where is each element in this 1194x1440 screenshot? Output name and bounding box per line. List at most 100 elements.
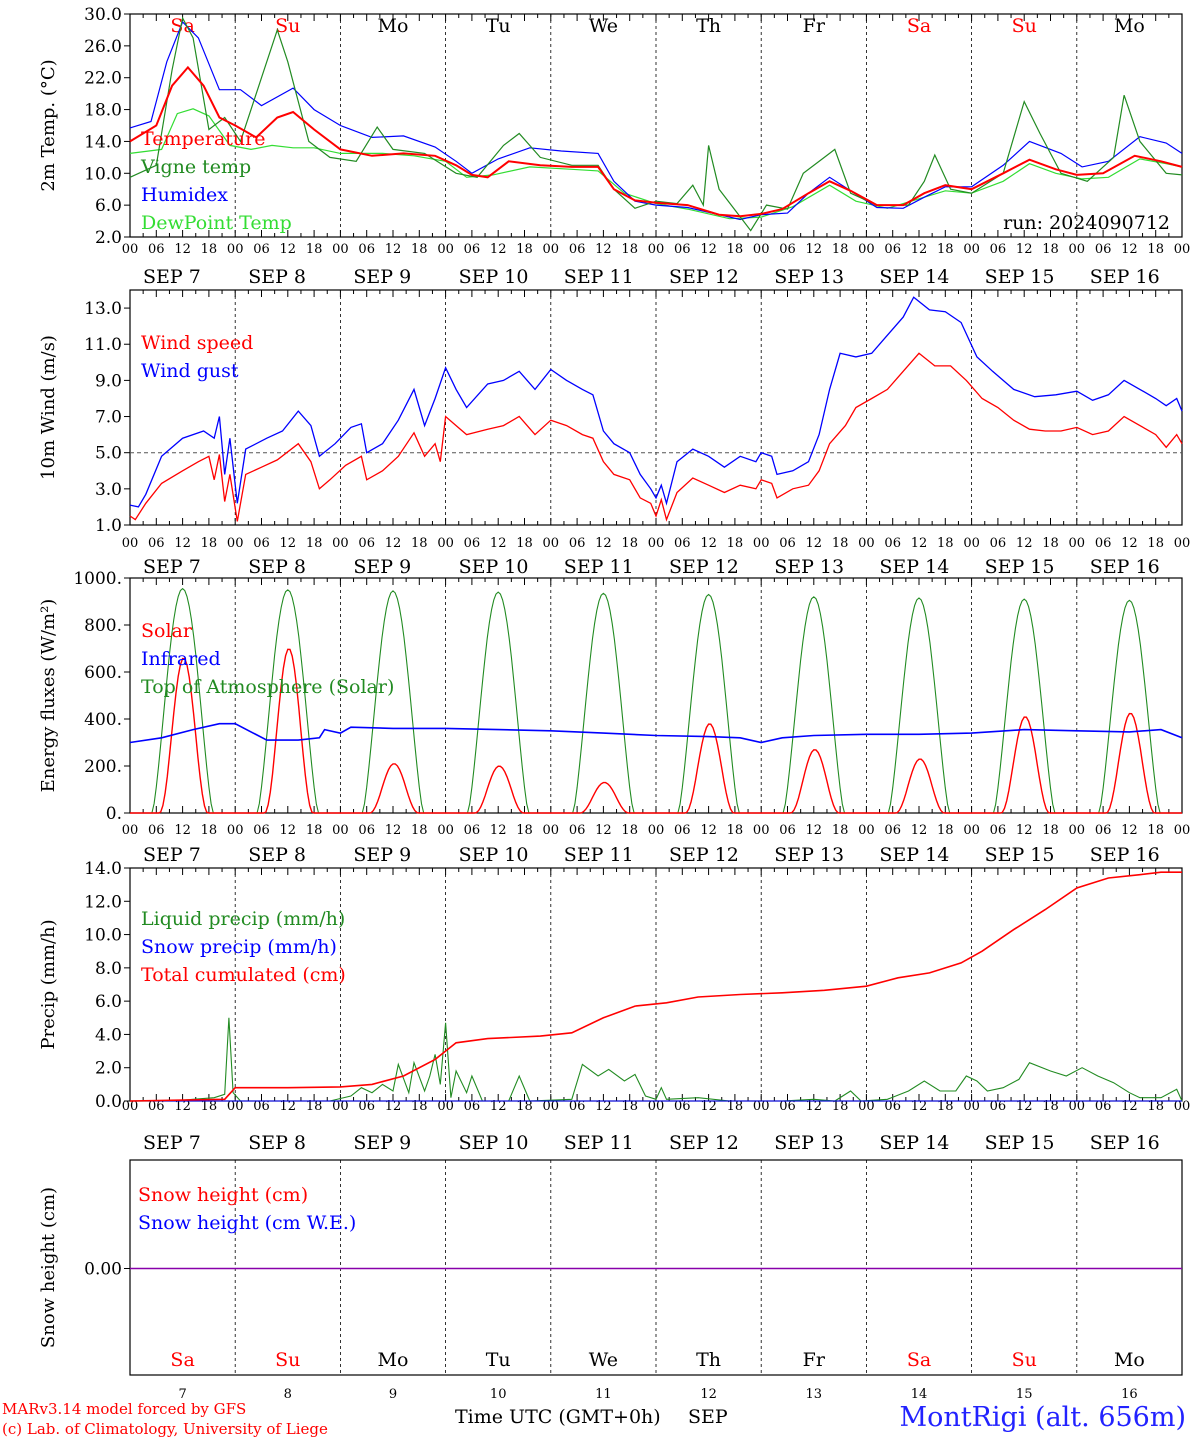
- y-tick-label: 8.0: [95, 959, 122, 979]
- date-label: SEP 16: [1090, 844, 1160, 866]
- hour-tick-label: 00: [753, 823, 770, 838]
- time-axis-title: Time UTC (GMT+0h): [455, 1406, 661, 1428]
- hour-tick-label: 00: [648, 1099, 665, 1114]
- hour-tick-label: 00: [227, 823, 244, 838]
- hour-tick-label: 12: [385, 823, 402, 838]
- hour-tick-label: 06: [569, 823, 586, 838]
- y-tick-label: 2.0: [95, 228, 122, 248]
- legend-entry: Solar: [141, 620, 193, 642]
- hour-tick-label: 18: [1042, 536, 1059, 551]
- hour-tick-label: 06: [779, 242, 796, 257]
- y-tick-label: 0.: [106, 804, 122, 824]
- date-label: SEP 7: [143, 1132, 201, 1154]
- hour-tick-label: 00: [332, 242, 349, 257]
- hour-tick-label: 00: [648, 823, 665, 838]
- hour-tick-label: 00: [227, 1099, 244, 1114]
- hour-tick-label: 06: [253, 823, 270, 838]
- y-tick-label: 14.0: [84, 132, 122, 152]
- hour-tick-label: 06: [1095, 1099, 1112, 1114]
- hour-tick-label: 06: [674, 1099, 691, 1114]
- weekday-label: Su: [275, 15, 300, 37]
- hour-tick-label: 18: [937, 536, 954, 551]
- y-tick-label: 200.: [84, 757, 122, 777]
- hour-tick-label: 12: [911, 242, 928, 257]
- hour-tick-label: 06: [464, 1099, 481, 1114]
- hour-tick-label: 00: [332, 823, 349, 838]
- hour-tick-label: 06: [1095, 536, 1112, 551]
- hour-tick-label: 06: [569, 1099, 586, 1114]
- y-axis-label: 2m Temp. (°C): [38, 59, 59, 191]
- hour-tick-label: 18: [411, 823, 428, 838]
- y-tick-label: 26.0: [84, 37, 122, 57]
- date-label: SEP 7: [143, 556, 201, 578]
- date-label: SEP 11: [564, 844, 634, 866]
- y-tick-label: 30.0: [84, 5, 122, 25]
- date-label: SEP 8: [248, 844, 306, 866]
- date-label: SEP 11: [564, 556, 634, 578]
- y-tick-label: 4.0: [95, 1025, 122, 1045]
- date-label: SEP 11: [564, 266, 634, 288]
- date-label: SEP 14: [879, 266, 949, 288]
- weekday-label: Fr: [803, 15, 826, 37]
- day-number-label: 8: [284, 1387, 292, 1400]
- hour-tick-label: 12: [174, 823, 191, 838]
- hour-tick-label: 12: [700, 242, 717, 257]
- weekday-label: Mo: [1114, 15, 1145, 37]
- hour-tick-label: 00: [858, 823, 875, 838]
- hour-tick-label: 12: [700, 1099, 717, 1114]
- hour-tick-label: 00: [1174, 823, 1191, 838]
- hour-tick-label: 18: [832, 536, 849, 551]
- hour-tick-label: 12: [385, 242, 402, 257]
- hour-tick-label: 00: [963, 242, 980, 257]
- hour-tick-label: 12: [911, 536, 928, 551]
- hour-tick-label: 00: [437, 1099, 454, 1114]
- y-tick-label: 10.0: [84, 926, 122, 946]
- hour-tick-label: 00: [543, 1099, 560, 1114]
- weekday-label: Su: [275, 1349, 300, 1371]
- y-tick-label: 11.0: [84, 335, 122, 355]
- hour-tick-label: 18: [201, 242, 218, 257]
- hour-tick-label: 12: [174, 242, 191, 257]
- hour-tick-label: 06: [253, 536, 270, 551]
- y-tick-label: 9.0: [95, 371, 122, 391]
- hour-tick-label: 12: [595, 1099, 612, 1114]
- hour-tick-label: 06: [1095, 823, 1112, 838]
- lab-credit: (c) Lab. of Climatology, University of L…: [2, 1420, 328, 1438]
- date-label: SEP 14: [879, 1132, 949, 1154]
- weekday-label: Sa: [907, 15, 931, 37]
- hour-tick-label: 06: [464, 536, 481, 551]
- hour-tick-label: 06: [464, 823, 481, 838]
- hour-tick-label: 06: [1095, 242, 1112, 257]
- hour-tick-label: 18: [306, 242, 323, 257]
- hour-tick-label: 00: [648, 536, 665, 551]
- hour-tick-label: 12: [1016, 823, 1033, 838]
- hour-tick-label: 06: [569, 242, 586, 257]
- date-label: SEP 7: [143, 844, 201, 866]
- date-label: SEP 13: [774, 1132, 844, 1154]
- hour-tick-label: 00: [332, 1099, 349, 1114]
- hour-tick-label: 00: [963, 823, 980, 838]
- y-axis-label: 10m Wind (m/s): [38, 335, 59, 480]
- hour-tick-label: 18: [832, 242, 849, 257]
- y-tick-label: 3.0: [95, 480, 122, 500]
- hour-tick-label: 06: [884, 823, 901, 838]
- weekday-label: Mo: [378, 15, 409, 37]
- hour-tick-label: 12: [595, 536, 612, 551]
- day-number-label: 7: [178, 1387, 186, 1400]
- hour-tick-label: 18: [832, 823, 849, 838]
- series-line: [129, 108, 1183, 220]
- series-line: [129, 722, 1183, 744]
- hour-tick-label: 00: [122, 242, 139, 257]
- date-label: SEP 8: [248, 556, 306, 578]
- hour-tick-label: 00: [122, 536, 139, 551]
- hour-tick-label: 18: [306, 823, 323, 838]
- hour-tick-label: 12: [385, 1099, 402, 1114]
- y-axis-label: Snow height (cm): [38, 1187, 59, 1348]
- hour-tick-label: 06: [253, 242, 270, 257]
- hour-tick-label: 06: [674, 536, 691, 551]
- weekday-label: Sa: [170, 1349, 194, 1371]
- hour-tick-label: 12: [700, 536, 717, 551]
- date-label: SEP 13: [774, 844, 844, 866]
- hour-tick-label: 18: [1147, 536, 1164, 551]
- hour-tick-label: 18: [1042, 823, 1059, 838]
